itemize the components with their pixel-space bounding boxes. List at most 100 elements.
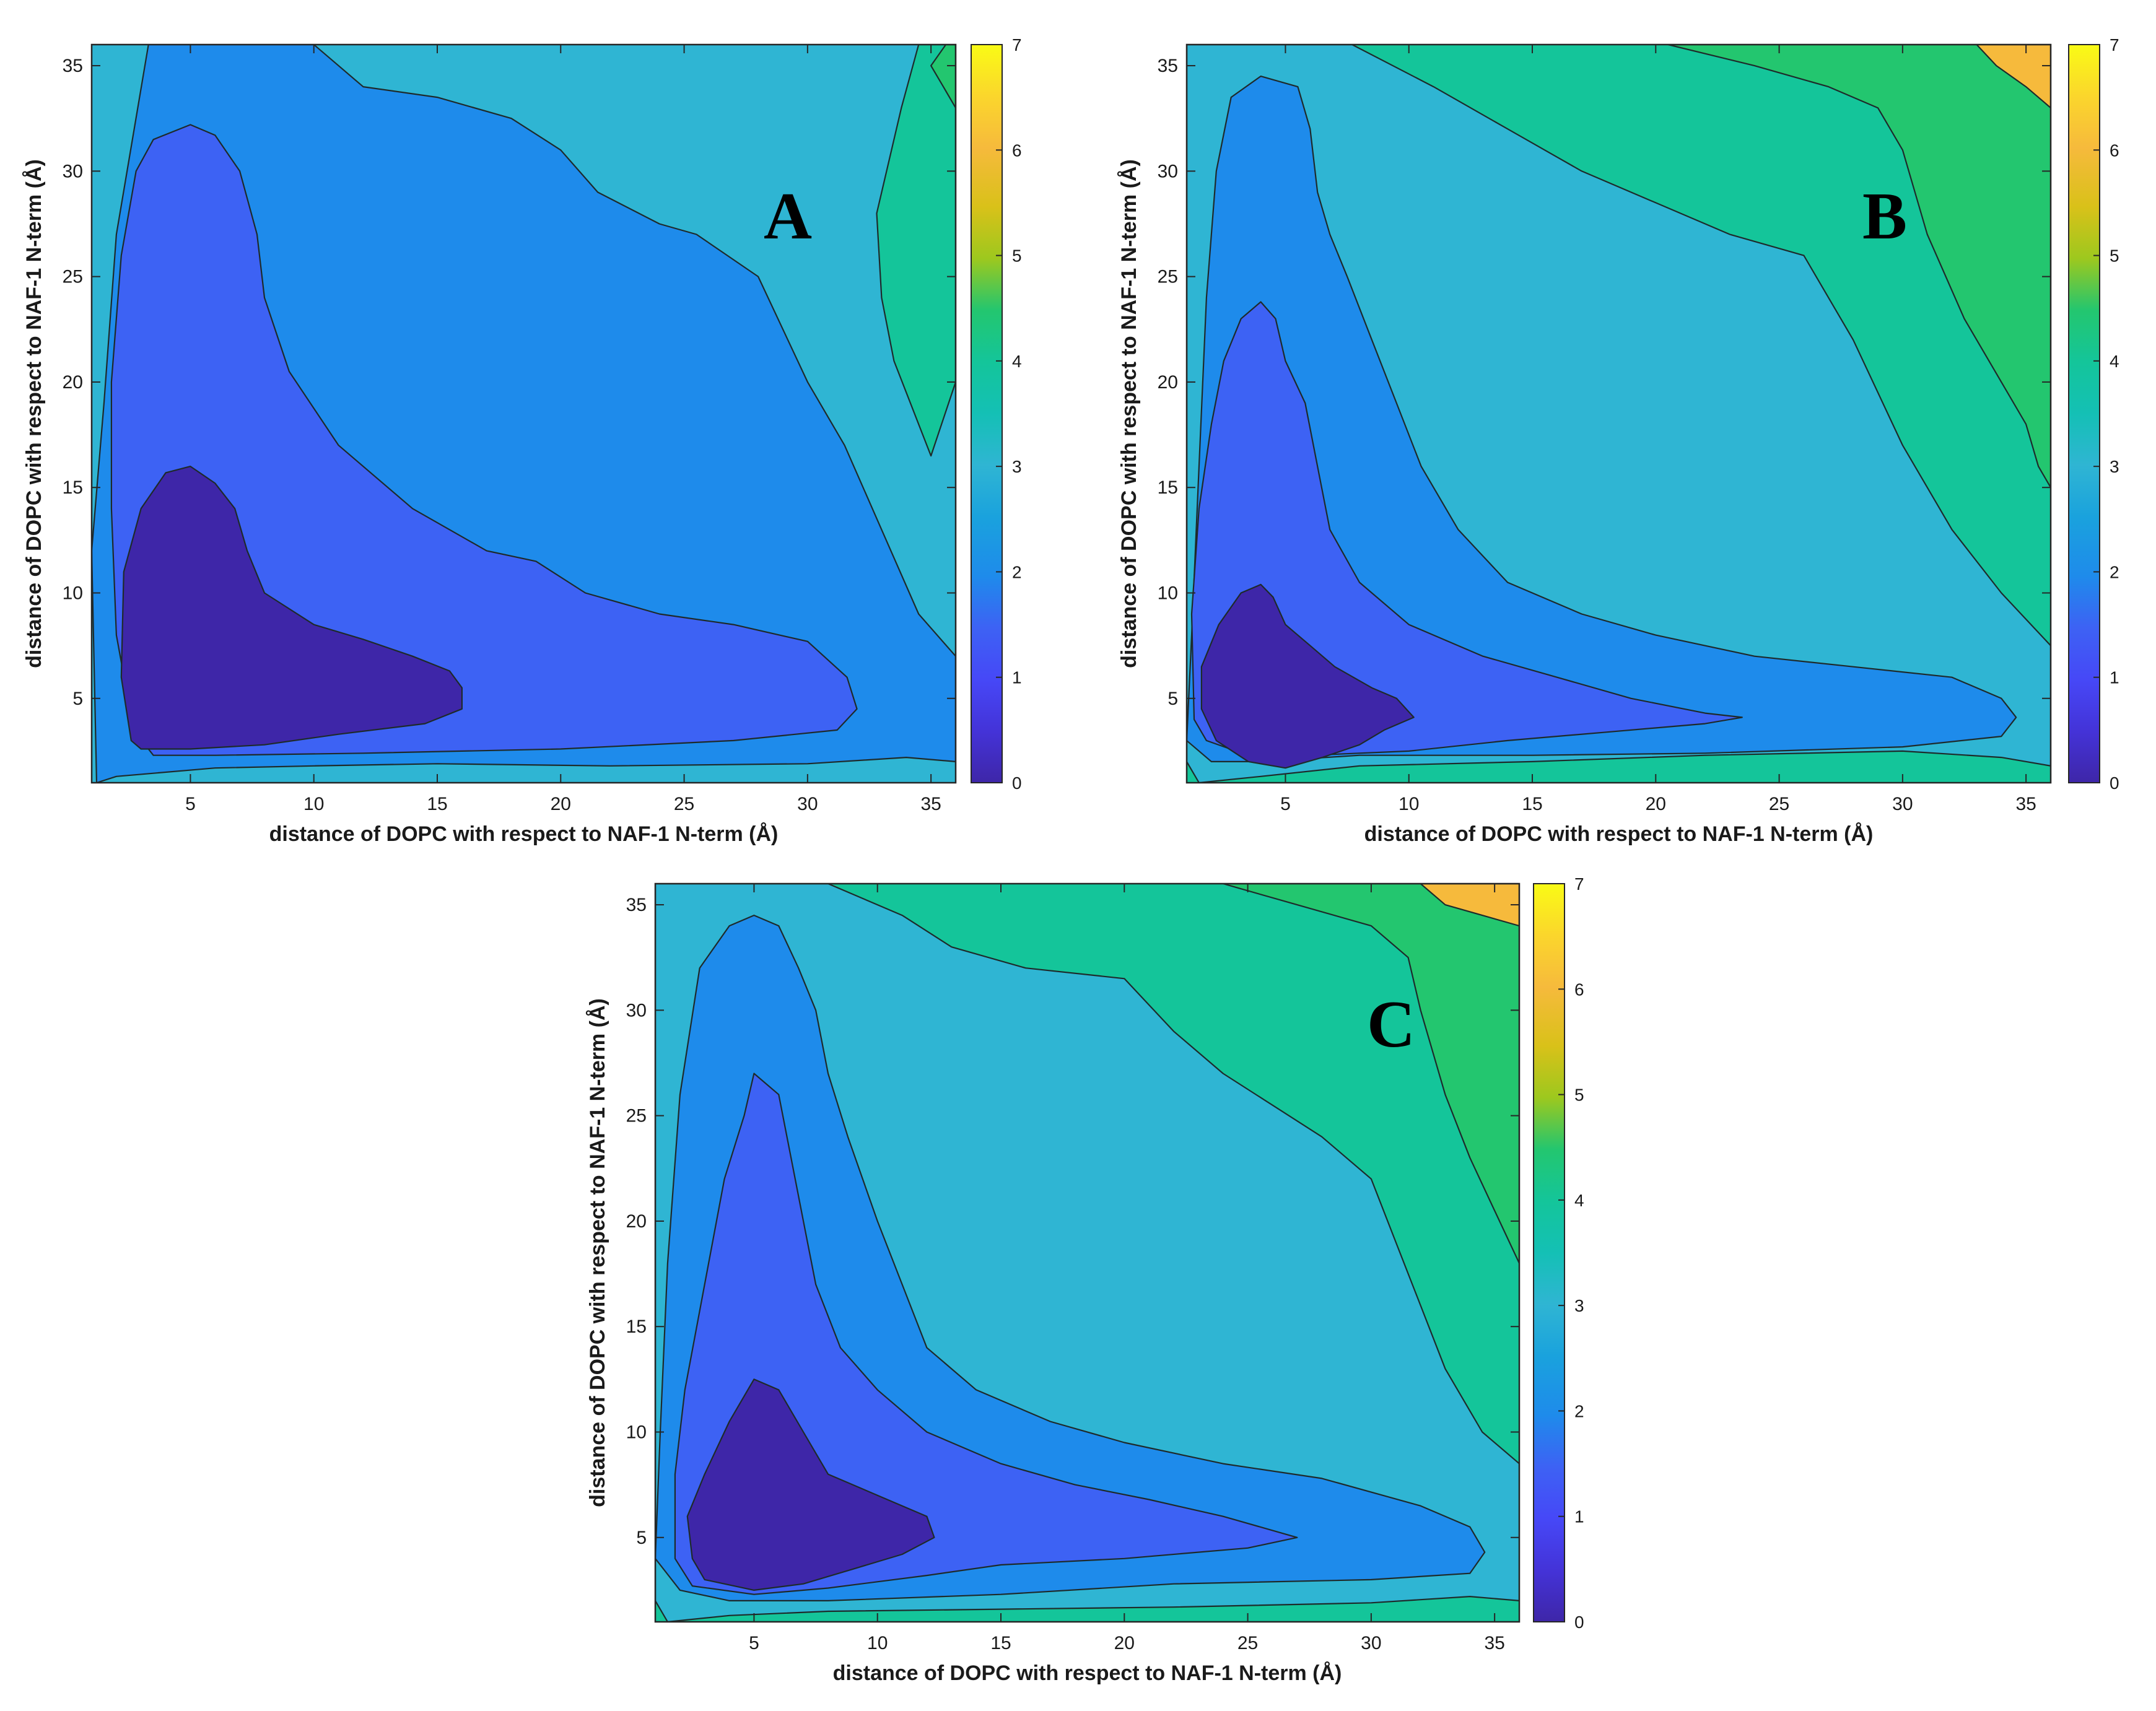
x-tick-label: 25 xyxy=(674,794,694,814)
contour-region-level-4-8 xyxy=(1667,45,2051,489)
x-tick-label: 15 xyxy=(990,1633,1011,1653)
contour-region-level-4-8 xyxy=(1222,884,1519,1265)
colorbar-tick-label: 4 xyxy=(1012,352,1022,371)
y-tick-label: 20 xyxy=(626,1211,647,1232)
x-tick-label: 5 xyxy=(749,1633,759,1653)
x-tick-label: 20 xyxy=(1646,794,1666,814)
panel-letter: C xyxy=(1367,988,1415,1061)
contour-region-level-4-8 xyxy=(930,45,956,109)
x-tick-label: 20 xyxy=(1114,1633,1135,1653)
colorbar-tick-label: 4 xyxy=(1574,1191,1584,1210)
x-tick-label: 30 xyxy=(1361,1633,1381,1653)
y-tick-label: 25 xyxy=(1158,267,1178,287)
colorbar: 0 1 2 3 4 5 6 7 xyxy=(971,35,1022,793)
y-tick-label: 20 xyxy=(63,372,83,393)
y-tick-label: 35 xyxy=(626,895,647,915)
contour-region-level-0-45 xyxy=(686,1378,935,1591)
contour-region-level-1-45 xyxy=(110,124,858,756)
y-tick-label: 5 xyxy=(72,689,83,709)
colorbar-tick-label: 6 xyxy=(2110,141,2119,160)
colorbar-tick-label: 2 xyxy=(1574,1401,1584,1421)
colorbar-tick-label: 6 xyxy=(1574,980,1584,999)
x-axis-label: distance of DOPC with respect to NAF-1 N… xyxy=(833,1661,1342,1685)
x-axis-label: distance of DOPC with respect to NAF-1 N… xyxy=(1364,822,1874,846)
panel-letter: B xyxy=(1862,180,1907,253)
x-tick-label: 25 xyxy=(1237,1633,1258,1653)
y-tick-label: 35 xyxy=(1158,56,1178,76)
colorbar-tick-label: 1 xyxy=(1012,668,1022,687)
colorbar-bar xyxy=(971,44,1003,783)
y-axis-label: distance of DOPC with respect to NAF-1 N… xyxy=(586,998,609,1507)
x-tick-label: 10 xyxy=(1399,794,1419,814)
colorbar: 0 1 2 3 4 5 6 7 xyxy=(1533,874,1584,1632)
y-tick-label: 5 xyxy=(636,1528,647,1548)
y-tick-label: 15 xyxy=(63,477,83,498)
colorbar: 0 1 2 3 4 5 6 7 xyxy=(2068,35,2119,793)
contour-region-level-0-45 xyxy=(1200,583,1415,769)
colorbar-bar xyxy=(2068,44,2100,783)
contour-field xyxy=(92,45,956,783)
colorbar-tick-label: 3 xyxy=(1012,457,1022,476)
contour-region-level-1-45 xyxy=(674,1073,1298,1595)
plot-frame xyxy=(1185,43,2052,784)
colorbar-tick-label: 1 xyxy=(2110,668,2119,687)
colorbar-tick-label: 4 xyxy=(2110,352,2119,371)
x-tick-label: 35 xyxy=(2015,794,2036,814)
colorbar-bar xyxy=(1533,883,1565,1622)
contour-region-level-5-8 xyxy=(1420,884,1519,927)
x-tick-label: 15 xyxy=(1522,794,1542,814)
y-tick-label: 10 xyxy=(1158,583,1178,603)
colorbar-tick-label: 0 xyxy=(2110,773,2119,793)
contour-region-level-2-3 xyxy=(1187,76,2017,762)
contour-region-level-3-9 xyxy=(876,45,956,457)
y-tick-label: 25 xyxy=(63,267,83,287)
contour-field xyxy=(655,884,1519,1622)
colorbar-tick-label: 0 xyxy=(1012,773,1022,793)
y-tick-label: 30 xyxy=(626,1000,647,1021)
x-axis-label: distance of DOPC with respect to NAF-1 N… xyxy=(269,822,779,846)
colorbar-tick-label: 7 xyxy=(1574,874,1584,894)
colorbar-tick-label: 5 xyxy=(2110,246,2119,266)
contour-region-level-0-45 xyxy=(120,466,463,750)
colorbar-tick-label: 7 xyxy=(1012,35,1022,54)
x-tick-label: 10 xyxy=(303,794,324,814)
y-axis-label: distance of DOPC with respect to NAF-1 N… xyxy=(1117,159,1141,668)
x-tick-label: 25 xyxy=(1769,794,1789,814)
contour-region-level-5-8 xyxy=(1976,45,2051,109)
x-tick-label: 5 xyxy=(185,794,196,814)
x-tick-label: 10 xyxy=(867,1633,888,1653)
contour-field xyxy=(1187,45,2051,783)
x-tick-label: 35 xyxy=(1484,1633,1504,1653)
colorbar-tick-label: 2 xyxy=(2110,562,2119,581)
colorbar-tick-label: 6 xyxy=(1012,141,1022,160)
panel-letter: A xyxy=(764,180,812,253)
x-tick-label: 30 xyxy=(797,794,818,814)
colorbar-tick-label: 5 xyxy=(1574,1086,1584,1105)
x-tick-label: 20 xyxy=(551,794,571,814)
y-tick-label: 15 xyxy=(626,1317,647,1337)
y-tick-label: 25 xyxy=(626,1106,647,1126)
y-tick-label: 10 xyxy=(63,583,83,603)
contour-region-level-1-45 xyxy=(1190,301,1743,756)
x-tick-label: 35 xyxy=(920,794,941,814)
y-tick-label: 15 xyxy=(1158,477,1178,498)
y-tick-label: 5 xyxy=(1167,689,1178,709)
y-tick-label: 20 xyxy=(1158,372,1178,393)
plot-frame xyxy=(90,43,957,784)
colorbar-tick-label: 2 xyxy=(1012,562,1022,581)
colorbar-tick-label: 3 xyxy=(1574,1296,1584,1315)
x-tick-label: 15 xyxy=(427,794,447,814)
colorbar-tick-label: 7 xyxy=(2110,35,2119,54)
colorbar-tick-label: 3 xyxy=(2110,457,2119,476)
y-tick-label: 10 xyxy=(626,1422,647,1442)
y-axis-label: distance of DOPC with respect to NAF-1 N… xyxy=(22,159,46,668)
colorbar-tick-label: 5 xyxy=(1012,246,1022,266)
y-tick-label: 35 xyxy=(63,56,83,76)
x-tick-label: 5 xyxy=(1280,794,1291,814)
y-tick-label: 30 xyxy=(63,161,83,181)
plot-frame xyxy=(654,882,1521,1623)
